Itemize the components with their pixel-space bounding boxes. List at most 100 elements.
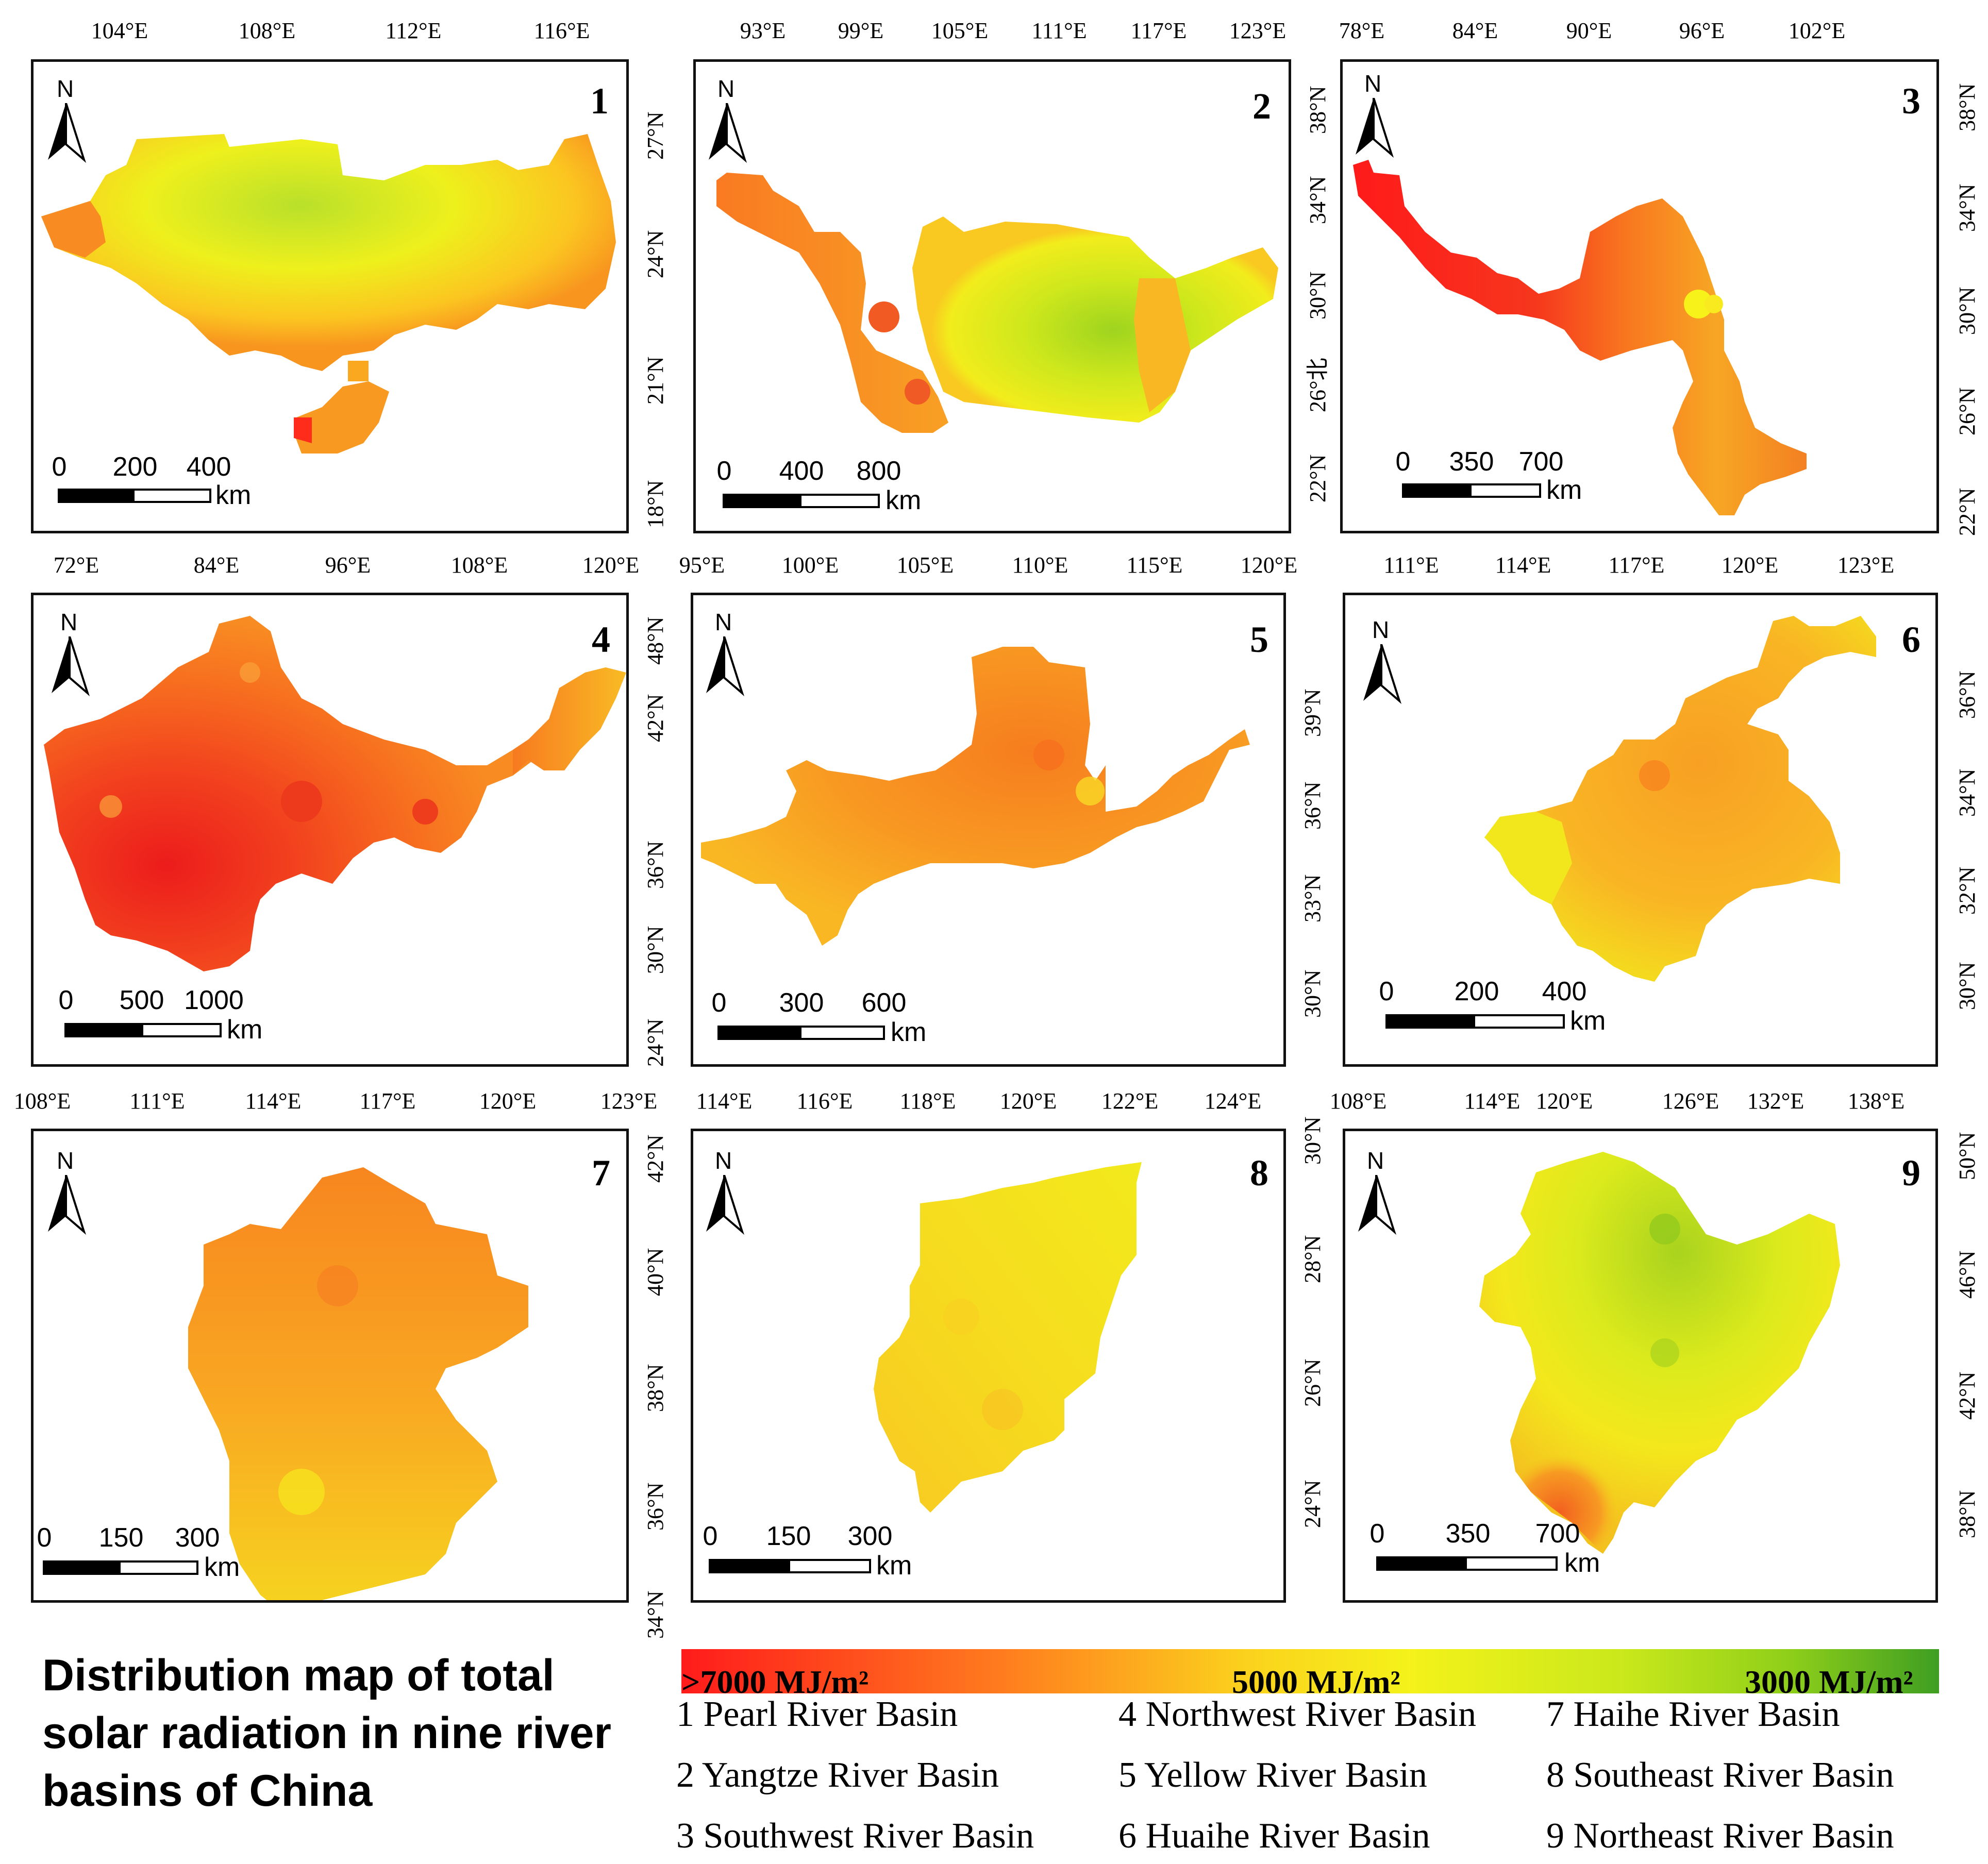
scale-label: 800 [856,456,901,486]
scale-unit: km [215,480,252,510]
lat-tick: 42°N [643,694,668,742]
legend-item-2: 2 Yangtze River Basin [676,1755,999,1795]
lon-tick: 120°E [1535,1088,1593,1114]
lat-tick: 38°N [1954,1490,1980,1538]
lat-tick: 32°N [1954,866,1980,915]
lon-tick: 122°E [1101,1088,1159,1114]
scale-label: 700 [1535,1519,1580,1549]
lon-tick: 120°E [479,1088,537,1114]
scale-label: 150 [98,1523,144,1553]
lon-tick: 123°E [1837,552,1895,578]
lon-tick: 114°E [1495,552,1551,578]
panel-number: 9 [1902,1152,1920,1194]
north-label: N [1372,616,1390,643]
scale-label: 0 [52,452,67,482]
scale-label: 400 [186,452,231,482]
scale-label: 0 [1395,447,1411,477]
scale-label: 700 [1518,447,1564,477]
scale-label: 0 [711,988,727,1018]
lat-tick: 26°N [1300,1358,1325,1407]
legend-item-4: 4 Northwest River Basin [1118,1694,1477,1734]
lon-tick: 117°E [1608,552,1665,578]
scale-unit: km [204,1552,240,1582]
scale-label: 0 [37,1523,52,1553]
lat-tick: 30°N [643,926,668,974]
lat-tick: 38°N [1954,83,1980,131]
lon-tick: 116°E [533,18,590,43]
north-label: N [717,75,735,102]
map-frame-5 [691,593,1286,1067]
lon-tick: 111°E [129,1088,185,1114]
lon-tick: 96°E [1679,18,1725,43]
lon-tick: 96°E [325,552,371,578]
scale-label: 1000 [184,985,244,1015]
legend-item-3: 3 Southwest River Basin [676,1816,1034,1856]
lat-tick: 48°N [643,616,668,665]
figure-title: Distribution map of total solar radiatio… [42,1647,661,1820]
map-frame-7 [31,1129,629,1603]
lon-tick: 118°E [899,1088,956,1114]
panel-number: 5 [1250,619,1268,660]
basin-shape-4 [44,616,626,971]
scale-bar [1376,1556,1558,1571]
lat-tick: 24°N [643,1018,668,1067]
scale-unit: km [1570,1006,1606,1036]
lat-tick: 24°N [1300,1480,1325,1528]
map-frame-3 [1340,59,1939,533]
lon-tick: 112°E [385,18,442,43]
lat-tick: 38°N [1305,86,1330,134]
lon-tick: 120°E [999,1088,1057,1114]
lat-tick: 28°N [1300,1235,1325,1283]
scale-label: 200 [112,452,158,482]
map-frame-2 [693,59,1291,533]
lon-tick: 100°E [781,552,839,578]
scale-unit: km [891,1017,927,1047]
basin-shape-6 [1484,616,1876,982]
lon-tick: 72°E [53,552,99,578]
lat-tick: 24°N [643,230,668,278]
scale-label: 350 [1445,1519,1491,1549]
panel-number: 4 [592,619,610,660]
lon-tick: 126°E [1662,1088,1719,1114]
colorbar-label-mid: 5000 MJ/m² [1232,1664,1400,1700]
lat-tick: 36°N [643,841,668,889]
scale-label: 0 [1369,1519,1385,1549]
lon-tick: 117°E [1130,18,1187,43]
north-label: N [57,1147,74,1174]
legend-item-8: 8 Southeast River Basin [1546,1755,1894,1795]
lat-tick: 27°N [643,111,668,160]
lat-tick: 30°N [1305,271,1330,320]
lat-tick: 33°N [1300,874,1325,922]
lon-tick: 84°E [1452,18,1498,43]
lon-tick: 123°E [600,1088,658,1114]
lon-tick: 123°E [1229,18,1287,43]
lat-tick: 18°N [643,480,668,528]
lon-tick: 104°E [91,18,148,43]
basin-shape-9 [1479,1152,1840,1554]
scale-bar [58,489,211,503]
color-scale-bar [681,1649,1939,1693]
north-label: N [715,1147,732,1174]
basin-shape-3 [1353,160,1807,515]
lat-tick: 30°N [1300,969,1325,1018]
scale-label: 0 [58,985,74,1015]
basin-shape-2 [716,173,1278,433]
lat-tick: 36°N [1954,670,1980,719]
lat-tick: 34°N [1305,176,1330,224]
lon-tick: 117°E [359,1088,416,1114]
map-frame-6 [1343,593,1938,1067]
lat-tick: 34°N [1954,183,1980,232]
lon-tick: 138°E [1847,1088,1905,1114]
panel-number: 8 [1250,1152,1268,1194]
scale-label: 600 [861,988,907,1018]
north-label: N [1364,70,1382,97]
scale-label: 300 [779,988,824,1018]
lon-tick: 110°E [1012,552,1068,578]
map-frame-9 [1343,1129,1938,1603]
panel-number: 1 [590,80,609,122]
title-line: Distribution map of total [42,1651,555,1700]
scale-bar [1402,483,1541,498]
lon-tick: 108°E [238,18,296,43]
colorbar-label-high: >7000 MJ/m² [681,1664,869,1700]
lat-tick: 42°N [643,1134,668,1183]
